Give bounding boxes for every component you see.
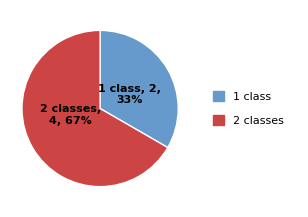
Text: 2 classes,
4, 67%: 2 classes, 4, 67% xyxy=(40,104,101,126)
Text: 1 class, 2,
33%: 1 class, 2, 33% xyxy=(98,84,161,105)
Wedge shape xyxy=(100,30,178,148)
Wedge shape xyxy=(22,30,168,187)
Legend: 1 class, 2 classes: 1 class, 2 classes xyxy=(213,91,284,126)
